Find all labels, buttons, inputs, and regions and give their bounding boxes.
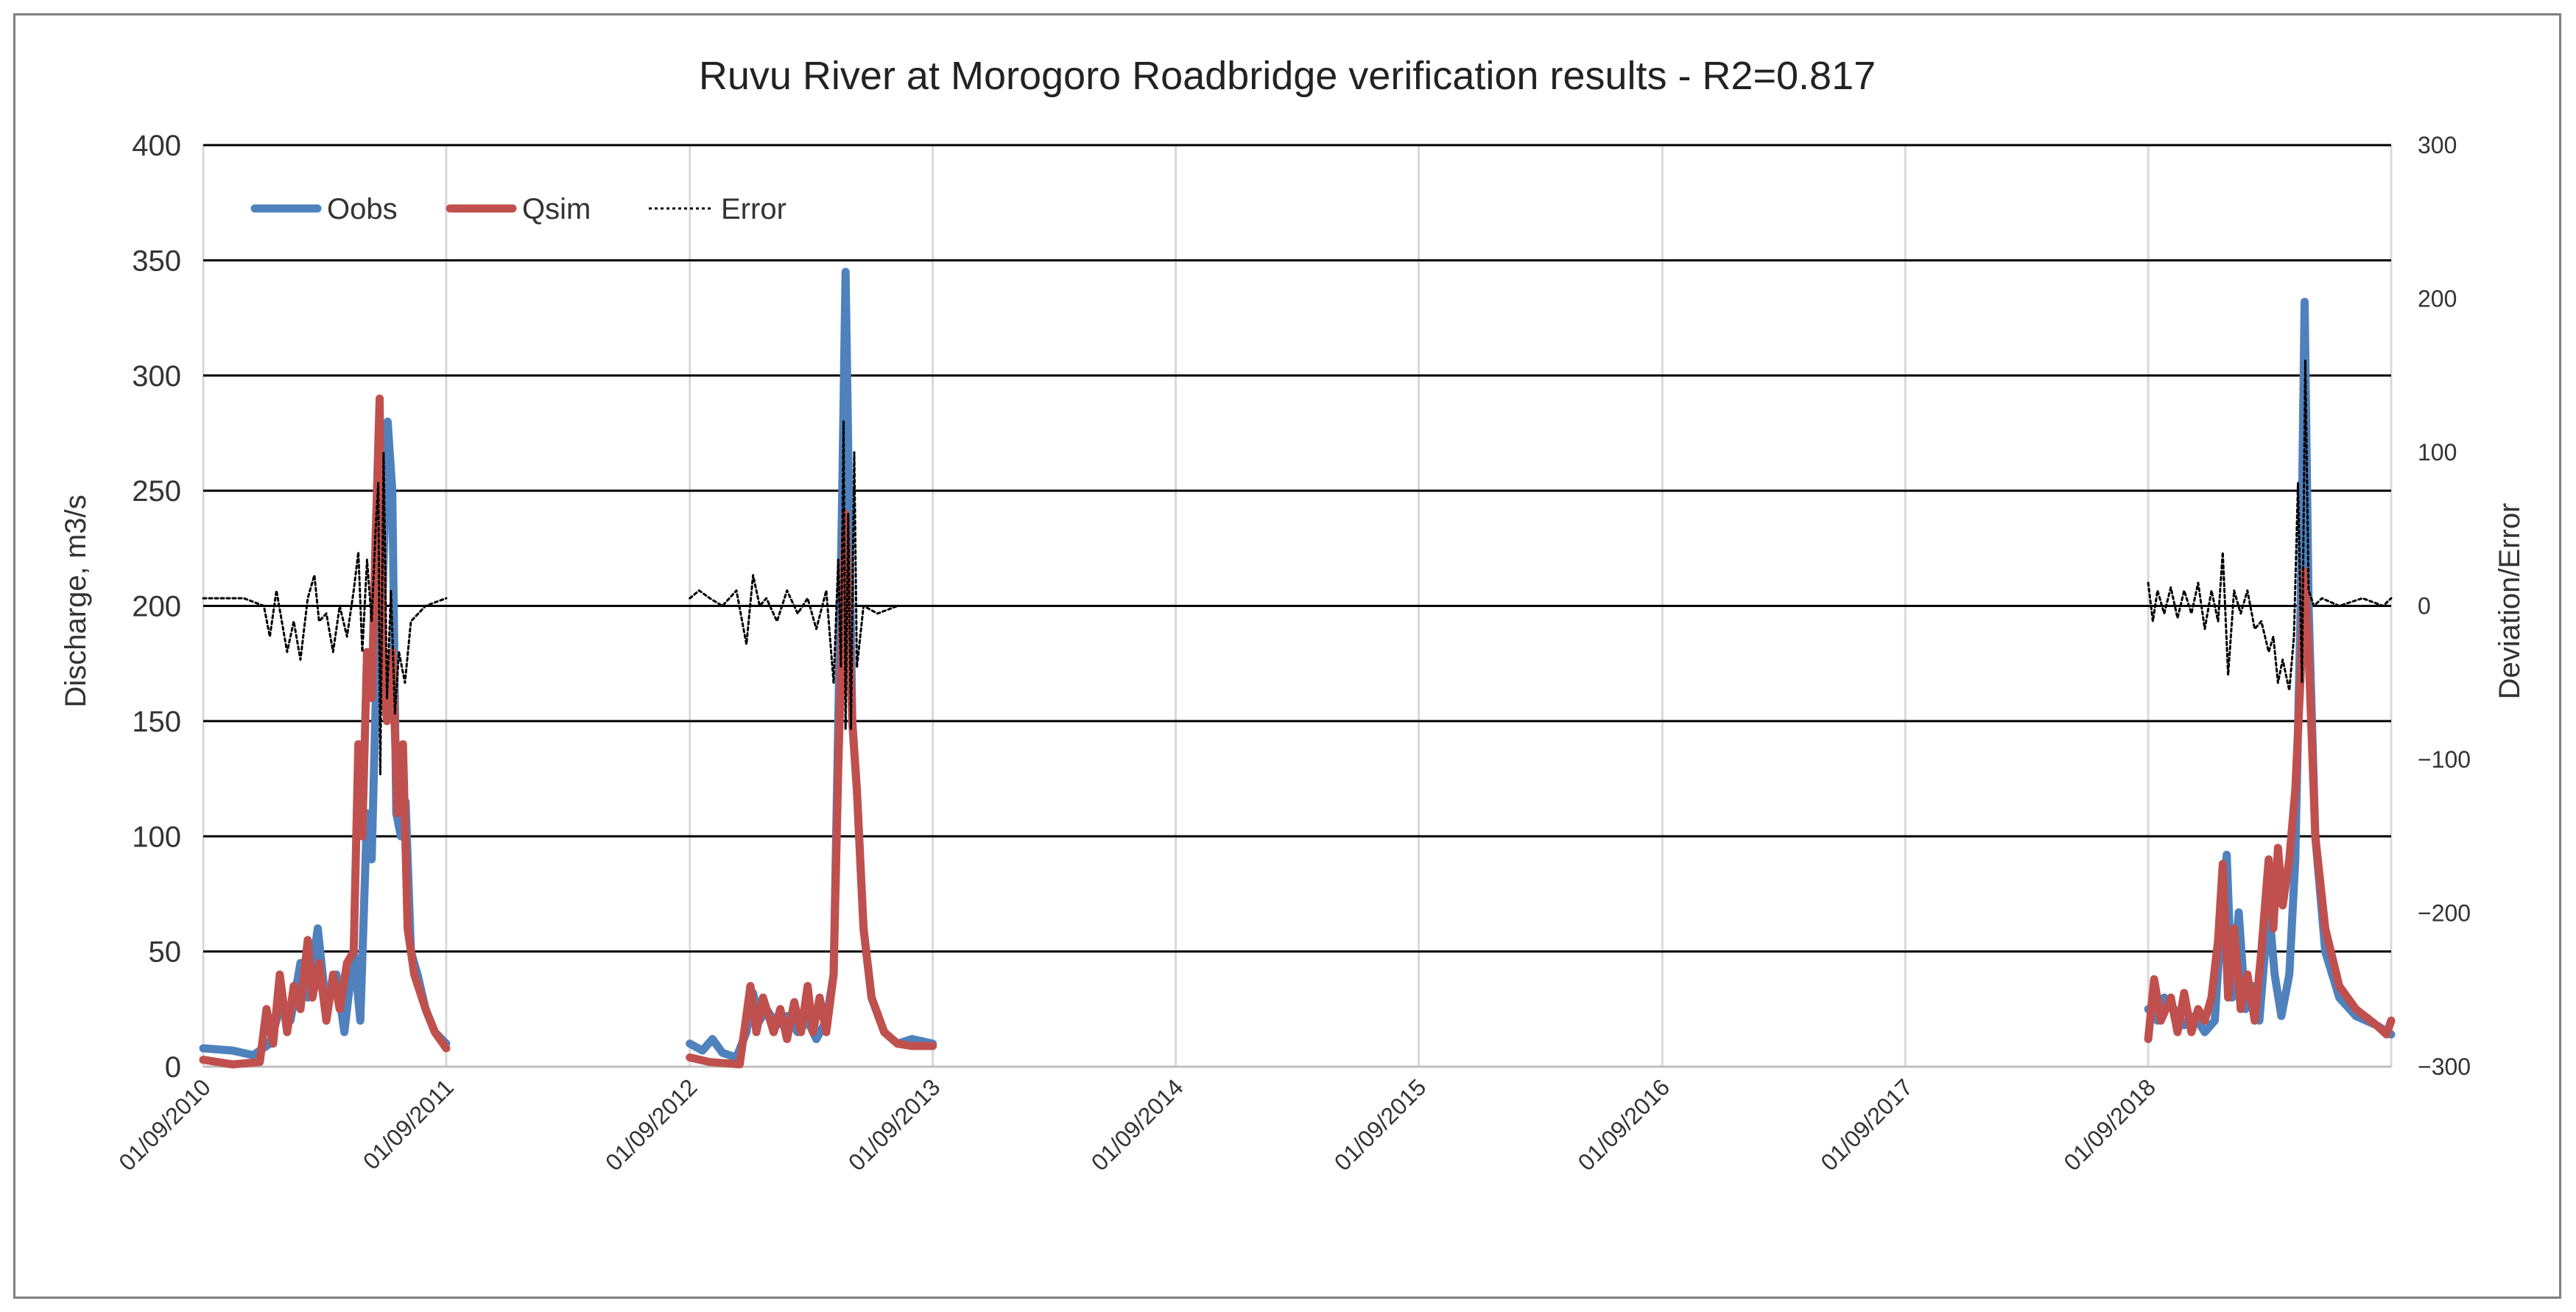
- y-tick-label: 100: [132, 821, 181, 853]
- y-tick-label: 300: [132, 360, 181, 393]
- y2-axis-label: Deviation/Error: [2494, 503, 2526, 700]
- y2-tick-label: 200: [2418, 286, 2457, 312]
- chart-svg: Ruvu River at Morogoro Roadbridge verifi…: [60, 54, 2526, 1176]
- x-tick-label: 01/09/2017: [1815, 1073, 1918, 1176]
- chart-title: Ruvu River at Morogoro Roadbridge verifi…: [699, 54, 1876, 98]
- y-tick-label: 200: [132, 591, 181, 623]
- series-oobs-line: [686, 267, 937, 1062]
- x-tick-label: 01/09/2012: [600, 1073, 703, 1176]
- y2-tick-label: 300: [2418, 132, 2457, 158]
- legend-item-qsim: Qsim: [446, 193, 591, 225]
- series-qsim-line: [686, 509, 937, 1069]
- series-qsim-line: [2144, 567, 2396, 1043]
- y-tick-label: 400: [132, 130, 181, 162]
- legend: Oobs Qsim Error: [250, 193, 786, 225]
- grid-layer: [202, 144, 2393, 1068]
- legend-label: Error: [721, 193, 786, 225]
- legend-item-oobs: Oobs: [250, 193, 398, 225]
- x-tick-label: 01/09/2011: [358, 1073, 459, 1174]
- series-layer: [199, 267, 2396, 1069]
- y2-tick-label: −300: [2418, 1053, 2471, 1080]
- x-tick-label: 01/09/2013: [843, 1073, 946, 1176]
- legend-label: Qsim: [522, 193, 591, 225]
- legend-item-error: Error: [649, 193, 786, 225]
- x-tick-label: 01/09/2016: [1573, 1073, 1675, 1176]
- y2-tick-label: 100: [2418, 439, 2457, 466]
- chart-frame: Ruvu River at Morogoro Roadbridge verifi…: [13, 13, 2561, 1299]
- x-tick-label: 01/09/2010: [113, 1073, 216, 1176]
- y-tick-label: 0: [165, 1051, 181, 1084]
- series-qsim-line: [199, 394, 451, 1069]
- y2-tick-label: −200: [2418, 900, 2471, 927]
- axis-layer: 01/09/2010 01/09/2011 01/09/2012 01/09/2013…: [113, 130, 2471, 1176]
- y-axis-label: Discharge, m3/s: [60, 495, 92, 708]
- series-error-line: [202, 451, 448, 776]
- x-tick-label: 01/09/2018: [2058, 1073, 2161, 1176]
- x-tick-label: 01/09/2015: [1329, 1073, 1432, 1176]
- y2-tick-label: 0: [2418, 593, 2431, 620]
- legend-label: Oobs: [327, 193, 398, 225]
- y-tick-label: 350: [132, 245, 181, 277]
- y-tick-label: 150: [132, 706, 181, 738]
- x-tick-label: 01/09/2014: [1086, 1073, 1189, 1176]
- y2-tick-label: −100: [2418, 746, 2471, 773]
- y-tick-label: 250: [132, 475, 181, 508]
- series-error-line: [2147, 359, 2393, 692]
- series-error-line: [689, 420, 935, 730]
- y-tick-label: 50: [149, 936, 182, 969]
